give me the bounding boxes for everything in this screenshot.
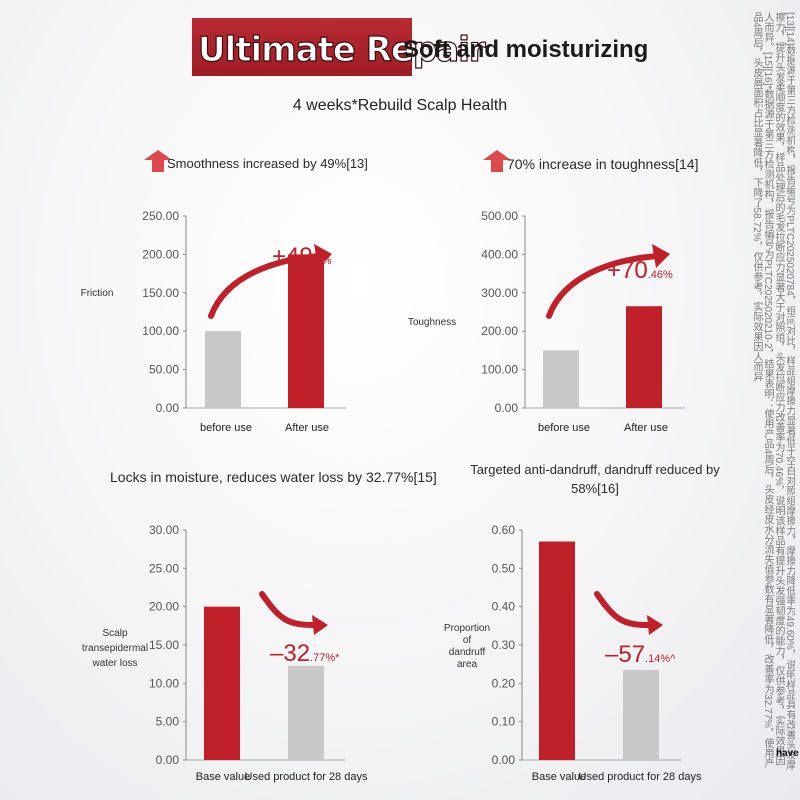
y-axis-label: Toughness [408,317,456,328]
y-tick-label: 0.30 [492,638,516,652]
y-axis-label: Friction [81,288,114,299]
up-arrow-icon [483,150,511,172]
y-tick-label: 0.00 [156,753,180,767]
y-tick-label: 100.00 [481,363,518,377]
x-tick-label: Used product for 28 days [245,771,368,783]
y-tick-label: 400.00 [481,247,518,261]
y-tick-label: 30.00 [149,523,179,537]
y-tick-label: 300.00 [481,286,518,300]
y-axis-label: transepidermal [82,643,148,654]
y-tick-label: 0.50 [492,561,516,575]
y-tick-label: 0.00 [156,401,180,415]
chart-1-title: Smoothness increased by 49%[13] [167,156,368,171]
page-title-sub: Soft and moisturizing [403,36,649,63]
y-tick-label: 0.00 [495,401,519,415]
y-tick-label: 0.10 [492,715,516,729]
trend-arrow-head [312,615,328,635]
y-tick-label: 0.40 [492,600,516,614]
bar-after [623,669,659,760]
x-tick-label: Base value [532,771,586,783]
trend-arrow [546,253,661,319]
x-tick-label: Base value [196,771,250,783]
footnote-text: [13][14]数据源于第三方检测机构，报告编号为PLTC2025020784，… [751,12,795,770]
y-tick-label: 200.00 [481,324,518,338]
trend-arrow [208,253,323,319]
bar-base [543,350,579,408]
up-arrow-icon [144,150,172,172]
page-title: Ultimate Repair [197,29,486,70]
y-axis-label: area [457,659,477,670]
y-axis-label: Scalp [102,628,127,639]
bar-after [288,665,324,760]
bar-after [626,306,662,408]
x-tick-label: before use [200,422,252,434]
y-tick-label: 10.00 [149,676,179,690]
trend-arrow-head [647,615,663,635]
y-tick-label: 0.60 [492,523,516,537]
y-axis-label: Proportion [444,623,490,634]
title-banner [192,18,412,76]
y-axis-label: dandruff [449,647,486,658]
change-annotation: –32.77%* [270,640,340,667]
y-tick-label: 15.00 [149,638,179,652]
y-tick-label: 0.00 [492,753,516,767]
y-tick-label: 500.00 [481,209,518,223]
y-tick-label: 100.00 [142,324,179,338]
y-tick-label: 20.00 [149,600,179,614]
bar-base [205,331,241,408]
change-annotation: –57.14%^ [605,641,676,668]
x-tick-label: before use [538,422,590,434]
change-annotation: +70.46% [607,257,673,284]
y-tick-label: 50.00 [149,363,179,377]
trend-arrow-head [314,244,332,268]
x-tick-label: After use [624,422,668,434]
y-tick-label: 5.00 [156,715,180,729]
x-tick-label: Used product for 28 days [579,771,702,783]
y-tick-label: 25.00 [149,561,179,575]
y-tick-label: 200.00 [142,247,179,261]
footnote-tail: have [776,748,799,759]
chart-4-title: Targeted anti-dandruff, dandruff reduced… [470,462,720,496]
y-axis-label: of [463,635,472,646]
bar-after [288,254,324,408]
chart-2-title: 70% increase in toughness[14] [507,156,699,172]
y-tick-label: 150.00 [142,286,179,300]
bar-base [204,606,240,760]
y-tick-label: 0.20 [492,676,516,690]
trend-arrow [594,591,652,628]
y-tick-label: 250.00 [142,209,179,223]
trend-arrow [259,591,317,628]
bar-base [539,541,575,760]
change-annotation: +49.6% [272,243,332,270]
page-subtitle: 4 weeks*Rebuild Scalp Health [292,97,508,114]
chart-3-title: Locks in moisture, reduces water loss by… [110,469,437,485]
x-tick-label: After use [285,422,329,434]
y-axis-label: water loss [91,658,137,669]
trend-arrow-head [652,244,670,268]
